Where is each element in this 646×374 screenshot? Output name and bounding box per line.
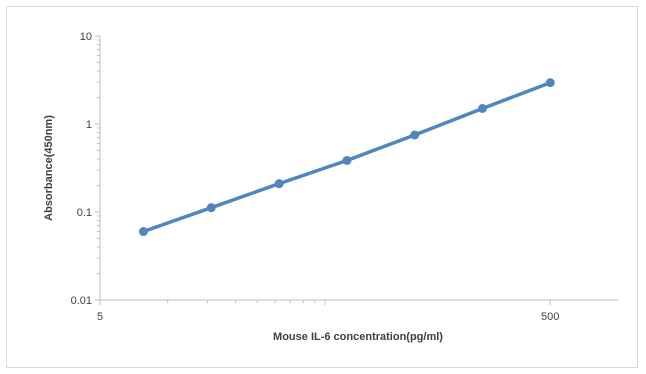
- series-layer: [138, 78, 555, 237]
- data-point: [545, 78, 555, 88]
- x-axis-title: Mouse IL-6 concentration(pg/ml): [273, 331, 443, 343]
- data-point: [274, 179, 284, 189]
- y-tick-label: 0.1: [77, 207, 92, 219]
- y-tick-label: 10: [80, 31, 92, 43]
- chart-frame: [6, 6, 638, 368]
- y-tick-label: 0.01: [71, 295, 92, 307]
- data-point: [477, 104, 487, 114]
- data-point: [138, 227, 148, 237]
- data-point: [342, 155, 352, 165]
- x-tick-label: 500: [541, 311, 559, 323]
- tick-marks: [95, 35, 551, 305]
- tick-labels: 10 1 0.1 0.01 5 500: [71, 31, 560, 323]
- axes: [99, 36, 618, 301]
- x-tick-label: 5: [97, 311, 103, 323]
- y-axis-title: Absorbance(450nm): [43, 115, 55, 221]
- data-point: [206, 203, 216, 213]
- y-tick-label: 1: [86, 119, 92, 131]
- data-point: [410, 130, 420, 140]
